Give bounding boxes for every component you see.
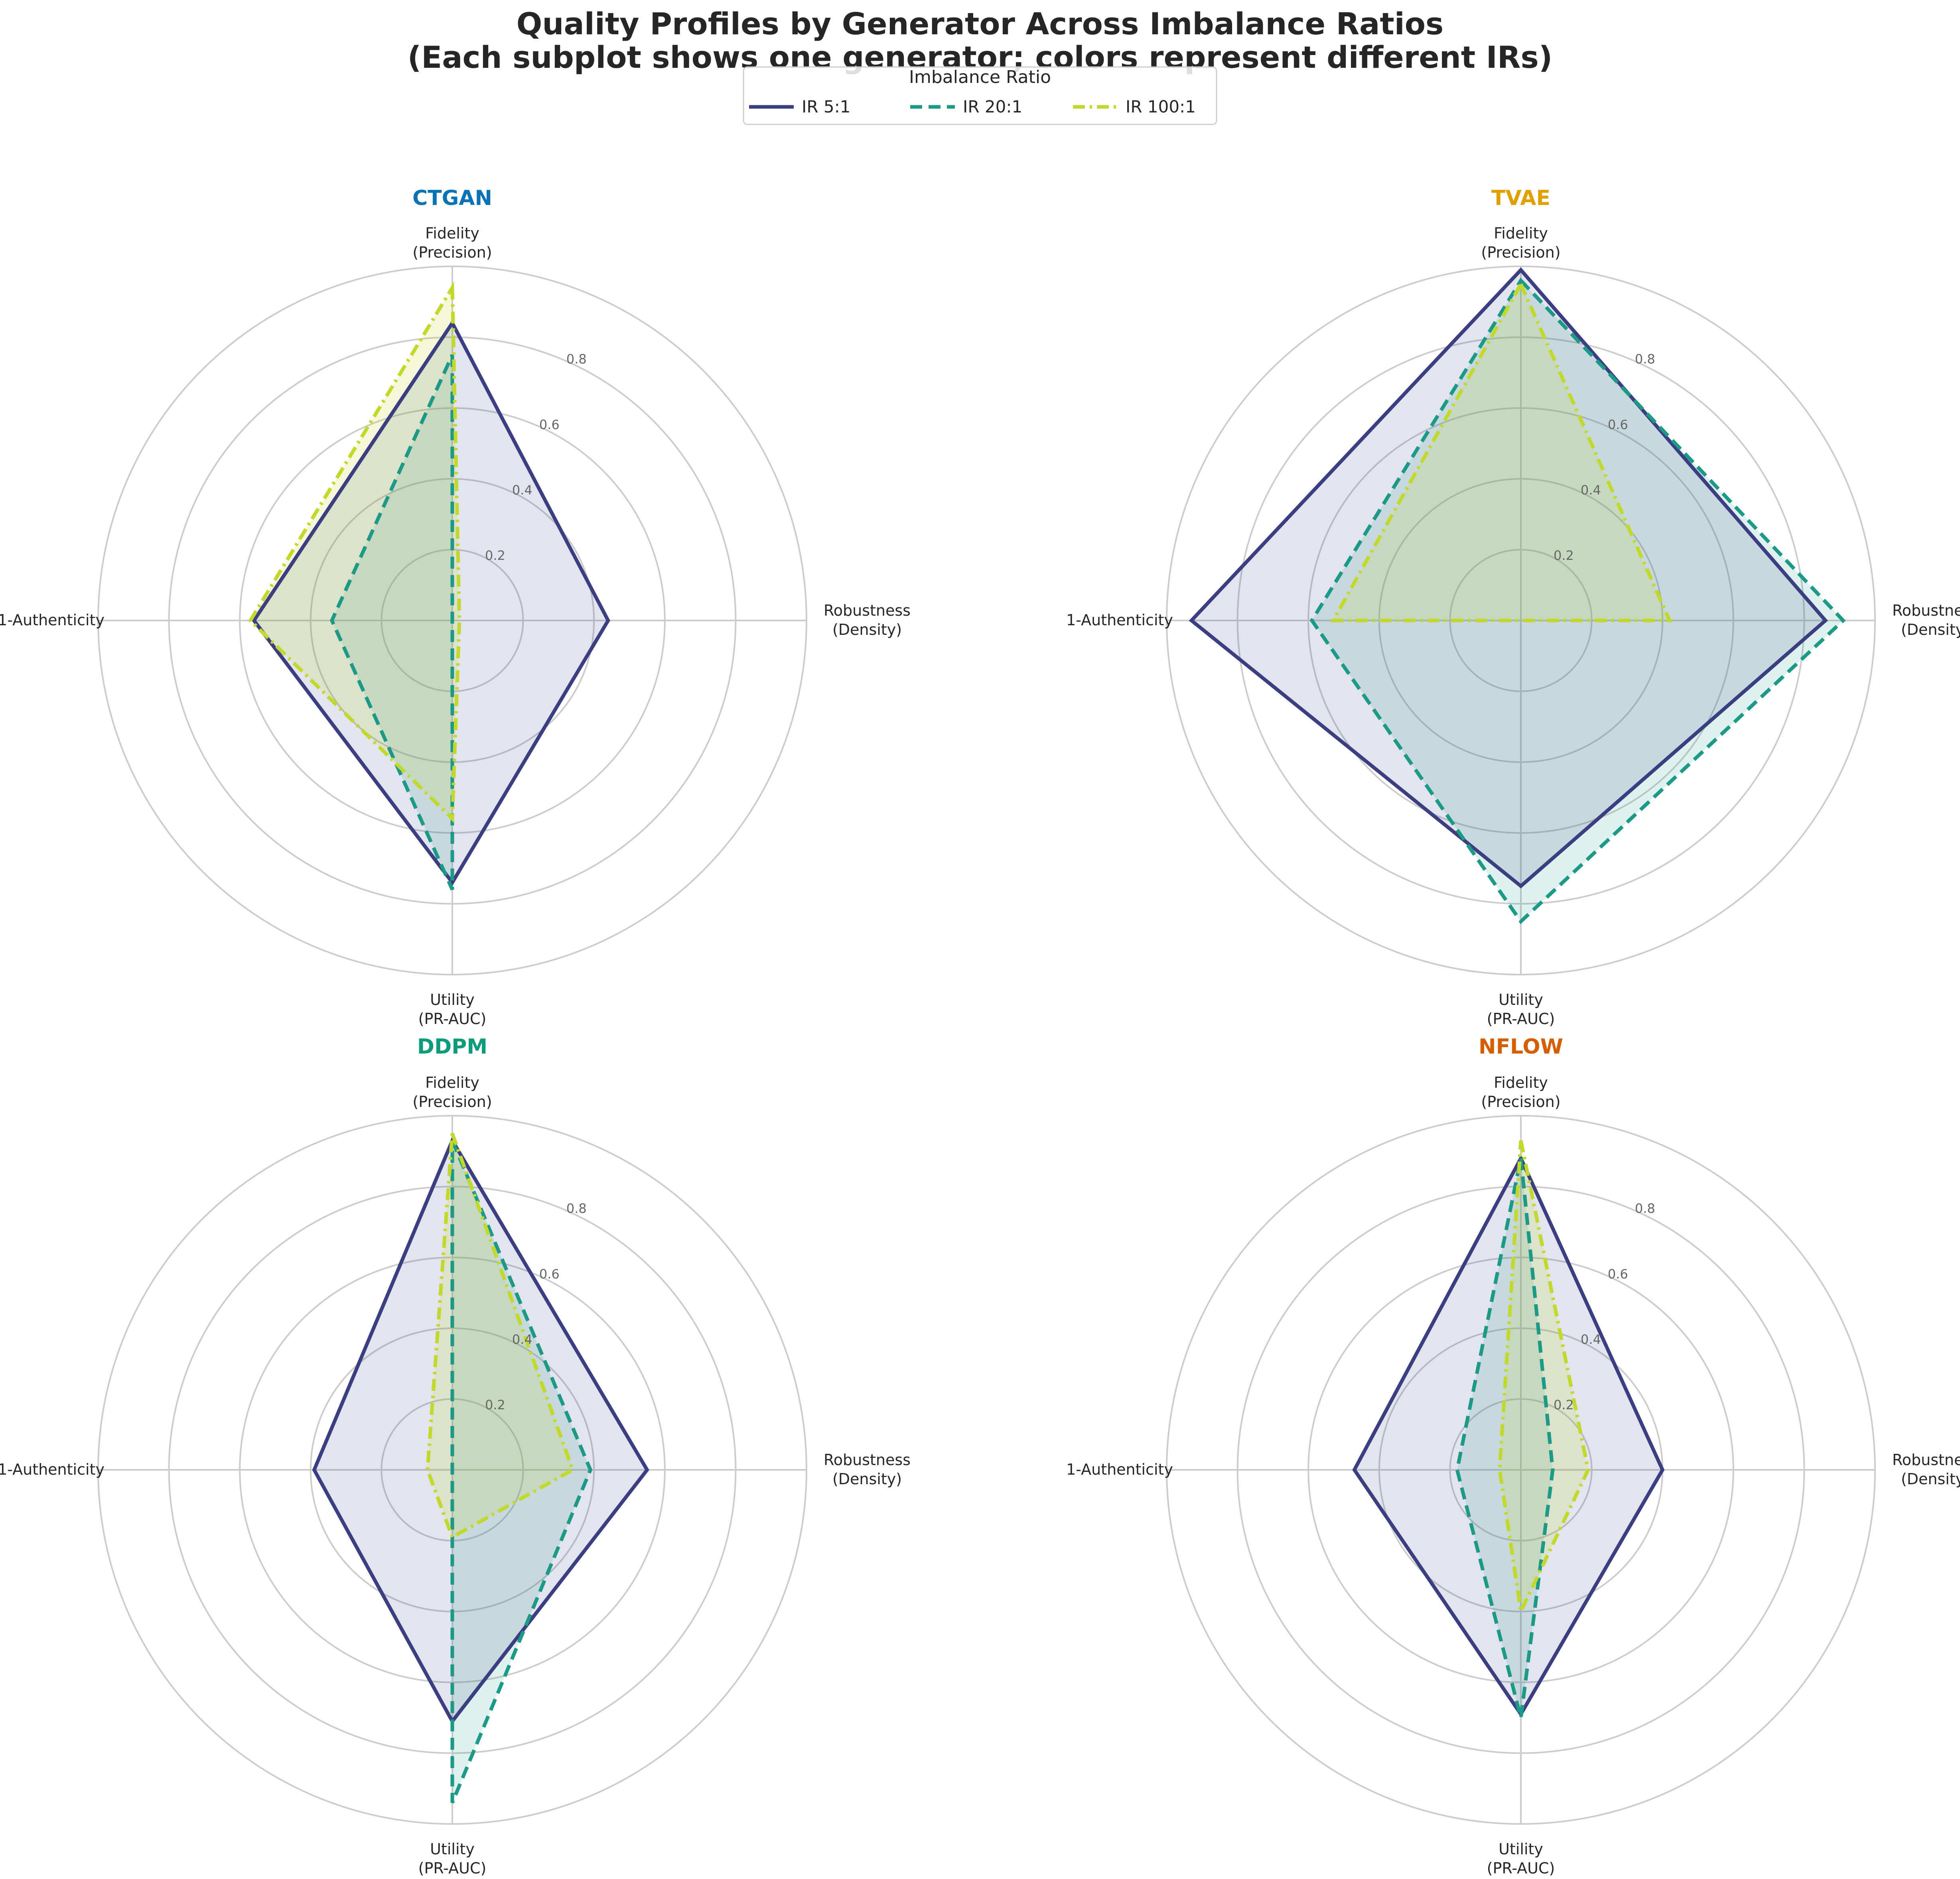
- legend: Imbalance Ratio IR 5:1 IR 20:1 IR 100:1: [743, 66, 1217, 125]
- axis-label-bottom: (PR-AUC): [1487, 1859, 1555, 1877]
- series-fill-3: [1499, 1140, 1588, 1612]
- radial-tick-label: 0.8: [566, 1201, 587, 1216]
- subplot-title: CTGAN: [412, 186, 492, 210]
- axis-label-right: (Density): [1901, 621, 1960, 638]
- axis-label-top: Fidelity: [1494, 225, 1548, 242]
- series-line-3: [248, 281, 461, 823]
- series-line-2: [330, 354, 454, 890]
- radial-tick-label: 0.2: [485, 1397, 505, 1412]
- axis-label-bottom: (PR-AUC): [1487, 1010, 1555, 1028]
- legend-label-1: IR 5:1: [802, 97, 851, 116]
- axis-label-top: Fidelity: [1494, 1074, 1548, 1091]
- series-fill-3: [427, 1133, 573, 1537]
- subplot-ddpm: 0.2 0.4 0.6 0.8 Fidelity (Precision) Robustnes…: [0, 1035, 911, 1877]
- radial-tick-label: 0.8: [1635, 1201, 1655, 1216]
- series-line-2: [1455, 1158, 1555, 1718]
- series-line-3: [426, 1133, 575, 1540]
- radial-tick-label: 0.2: [485, 548, 505, 563]
- series-line-2: [1309, 278, 1846, 924]
- axis-label-top: (Precision): [412, 1093, 492, 1111]
- radial-tick-label: 0.6: [1608, 1266, 1628, 1282]
- subplot-title: TVAE: [1491, 186, 1550, 210]
- series-line-3: [1498, 1140, 1590, 1618]
- legend-label-3: IR 100:1: [1126, 97, 1196, 116]
- axis-label-right: (Density): [832, 1470, 902, 1488]
- series-fill-2: [452, 1140, 591, 1803]
- series-line-1: [252, 319, 610, 886]
- axis-label-left: 1-Authenticity: [1066, 611, 1173, 629]
- axis-label-right: Robustness: [824, 602, 911, 619]
- axis-label-right: (Density): [832, 621, 902, 638]
- subplot-tvae: 0.2 0.4 0.6 0.8 Fidelity (Precision) Robustnes…: [1066, 186, 1960, 1028]
- axis-label-bottom: Utility: [1499, 1840, 1543, 1858]
- radial-tick-label: 0.8: [566, 352, 587, 367]
- axis-label-bottom: Utility: [1499, 991, 1543, 1008]
- axis-label-top: (Precision): [1481, 1093, 1560, 1111]
- axis-label-left: 1-Authenticity: [1066, 1461, 1173, 1478]
- subplot-title: NFLOW: [1479, 1035, 1563, 1059]
- series-fill-2: [332, 355, 452, 890]
- radial-tick-label: 0.4: [1581, 1332, 1601, 1347]
- radial-tick-label: 0.8: [1635, 352, 1655, 367]
- axis-label-top: (Precision): [1481, 244, 1560, 261]
- radial-tick-label: 0.6: [1608, 417, 1628, 432]
- series-fill-1: [1191, 270, 1826, 886]
- series-fill-3: [1333, 284, 1670, 620]
- axis-label-top: Fidelity: [425, 1074, 479, 1091]
- axis-label-right: (Density): [1901, 1470, 1960, 1488]
- axis-label-top: (Precision): [412, 244, 492, 261]
- axis-label-right: Robustness: [1892, 1451, 1960, 1469]
- axis-label-bottom: Utility: [430, 991, 475, 1008]
- subplot-nflow: 0.2 0.4 0.6 0.8 Fidelity (Precision) Robustnes…: [1066, 1035, 1960, 1877]
- series-fill-2: [1457, 1158, 1553, 1718]
- series-line-2: [450, 1140, 593, 1804]
- radial-tick-label: 0.4: [1581, 483, 1601, 498]
- legend-frame: [743, 66, 1217, 125]
- series-fill-3: [250, 288, 459, 819]
- radial-tick-label: 0.4: [512, 1332, 532, 1347]
- subplot-title: DDPM: [417, 1035, 487, 1059]
- axis-label-top: Fidelity: [425, 225, 479, 242]
- axis-label-right: Robustness: [1892, 602, 1960, 619]
- axis-label-bottom: (PR-AUC): [418, 1010, 487, 1028]
- series-line-3: [1330, 280, 1672, 622]
- radial-tick-label: 0.6: [539, 1266, 560, 1282]
- axis-label-bottom: Utility: [430, 1840, 475, 1858]
- axis-label-bottom: (PR-AUC): [418, 1859, 487, 1877]
- legend-label-2: IR 20:1: [963, 97, 1022, 116]
- figure-title-line1: Quality Profiles by Generator Across Imb…: [517, 6, 1443, 41]
- series-fill-2: [1312, 280, 1844, 922]
- axis-label-left: 1-Authenticity: [0, 611, 105, 629]
- subplots: 0.2 0.4 0.6 0.8 Fidelity (Precision) Robustnes…: [0, 186, 1960, 1877]
- radial-tick-label: 0.6: [539, 417, 560, 432]
- subplot-ctgan: 0.2 0.4 0.6 0.8 Fidelity (Precision) Robustnes…: [0, 186, 911, 1028]
- legend-title: Imbalance Ratio: [909, 67, 1051, 87]
- radial-tick-label: 0.4: [512, 483, 532, 498]
- series-fill-1: [254, 323, 608, 883]
- axis-label-left: 1-Authenticity: [0, 1461, 105, 1478]
- series-line-1: [1189, 267, 1828, 888]
- series-fill-1: [1354, 1158, 1663, 1714]
- radial-tick-label: 0.2: [1554, 548, 1574, 563]
- axis-label-right: Robustness: [824, 1451, 911, 1469]
- radial-tick-label: 0.2: [1554, 1397, 1574, 1412]
